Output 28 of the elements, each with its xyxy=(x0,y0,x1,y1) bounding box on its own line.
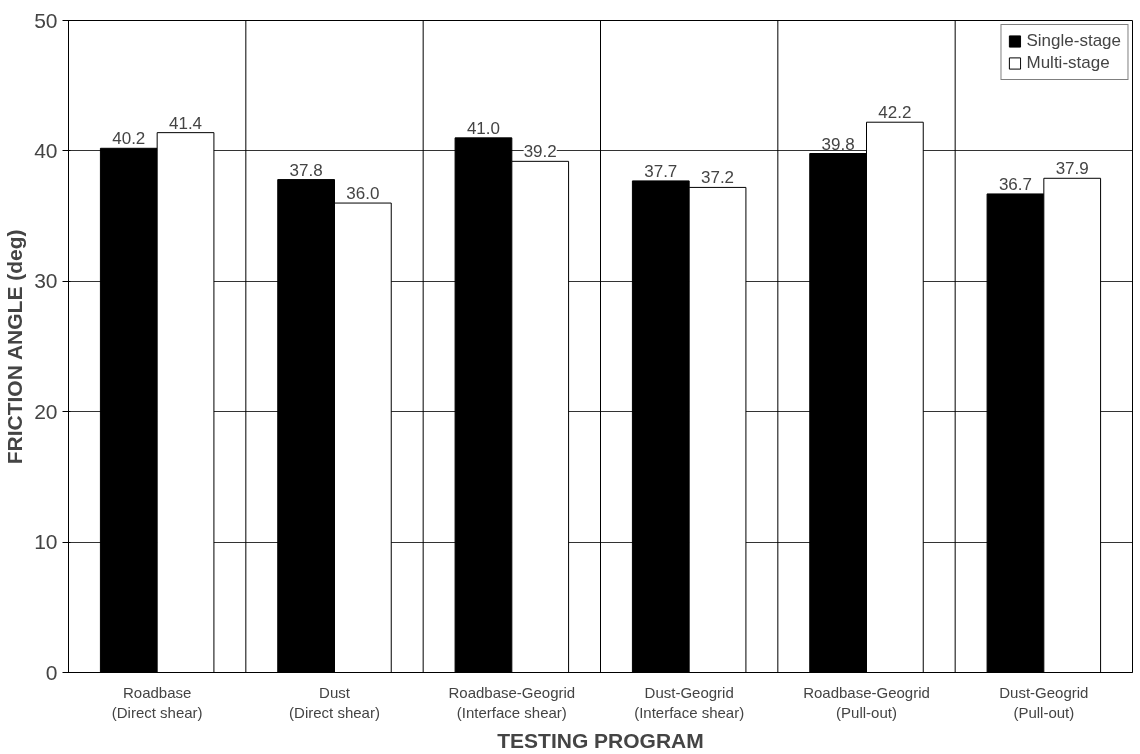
x-tick-label: Dust-Geogrid (Interface shear) xyxy=(634,683,745,721)
y-axis-title: FRICTION ANGLE (deg) xyxy=(3,229,27,465)
y-tick-label: 30 xyxy=(34,269,58,293)
y-tick-label: 20 xyxy=(34,399,58,423)
x-tick-label: Dust-Geogrid (Pull-out) xyxy=(999,683,1089,721)
data-label: 39.8 xyxy=(821,134,855,154)
x-tick-label: Roadbase-Geogrid (Interface shear) xyxy=(448,683,576,721)
legend-label: Multi-stage xyxy=(1026,53,1110,73)
y-tick-label: 40 xyxy=(34,138,58,162)
data-label: 42.2 xyxy=(878,103,912,123)
x-axis-title: TESTING PROGRAM xyxy=(497,728,704,752)
x-tick-label: Dust (Direct shear) xyxy=(289,683,380,721)
y-tick-label: 0 xyxy=(45,660,58,684)
data-label: 36.0 xyxy=(346,184,380,204)
data-label: 41.4 xyxy=(169,113,203,133)
y-tick-label: 50 xyxy=(34,8,58,32)
data-label: 37.8 xyxy=(289,160,323,180)
y-tick-label: 10 xyxy=(34,530,58,554)
data-label: 37.7 xyxy=(644,161,678,181)
data-label: 36.7 xyxy=(998,174,1033,194)
data-label: 37.2 xyxy=(701,168,735,188)
x-tick-label: Roadbase-Geogrid (Pull-out) xyxy=(803,683,930,721)
data-label: 40.2 xyxy=(112,129,146,149)
x-tick-label: Roadbase (Direct shear) xyxy=(111,683,203,721)
legend-label: Single-stage xyxy=(1026,31,1121,51)
data-label: 41.0 xyxy=(466,118,501,138)
data-label: 39.2 xyxy=(523,142,557,162)
data-label: 37.9 xyxy=(1055,159,1089,179)
